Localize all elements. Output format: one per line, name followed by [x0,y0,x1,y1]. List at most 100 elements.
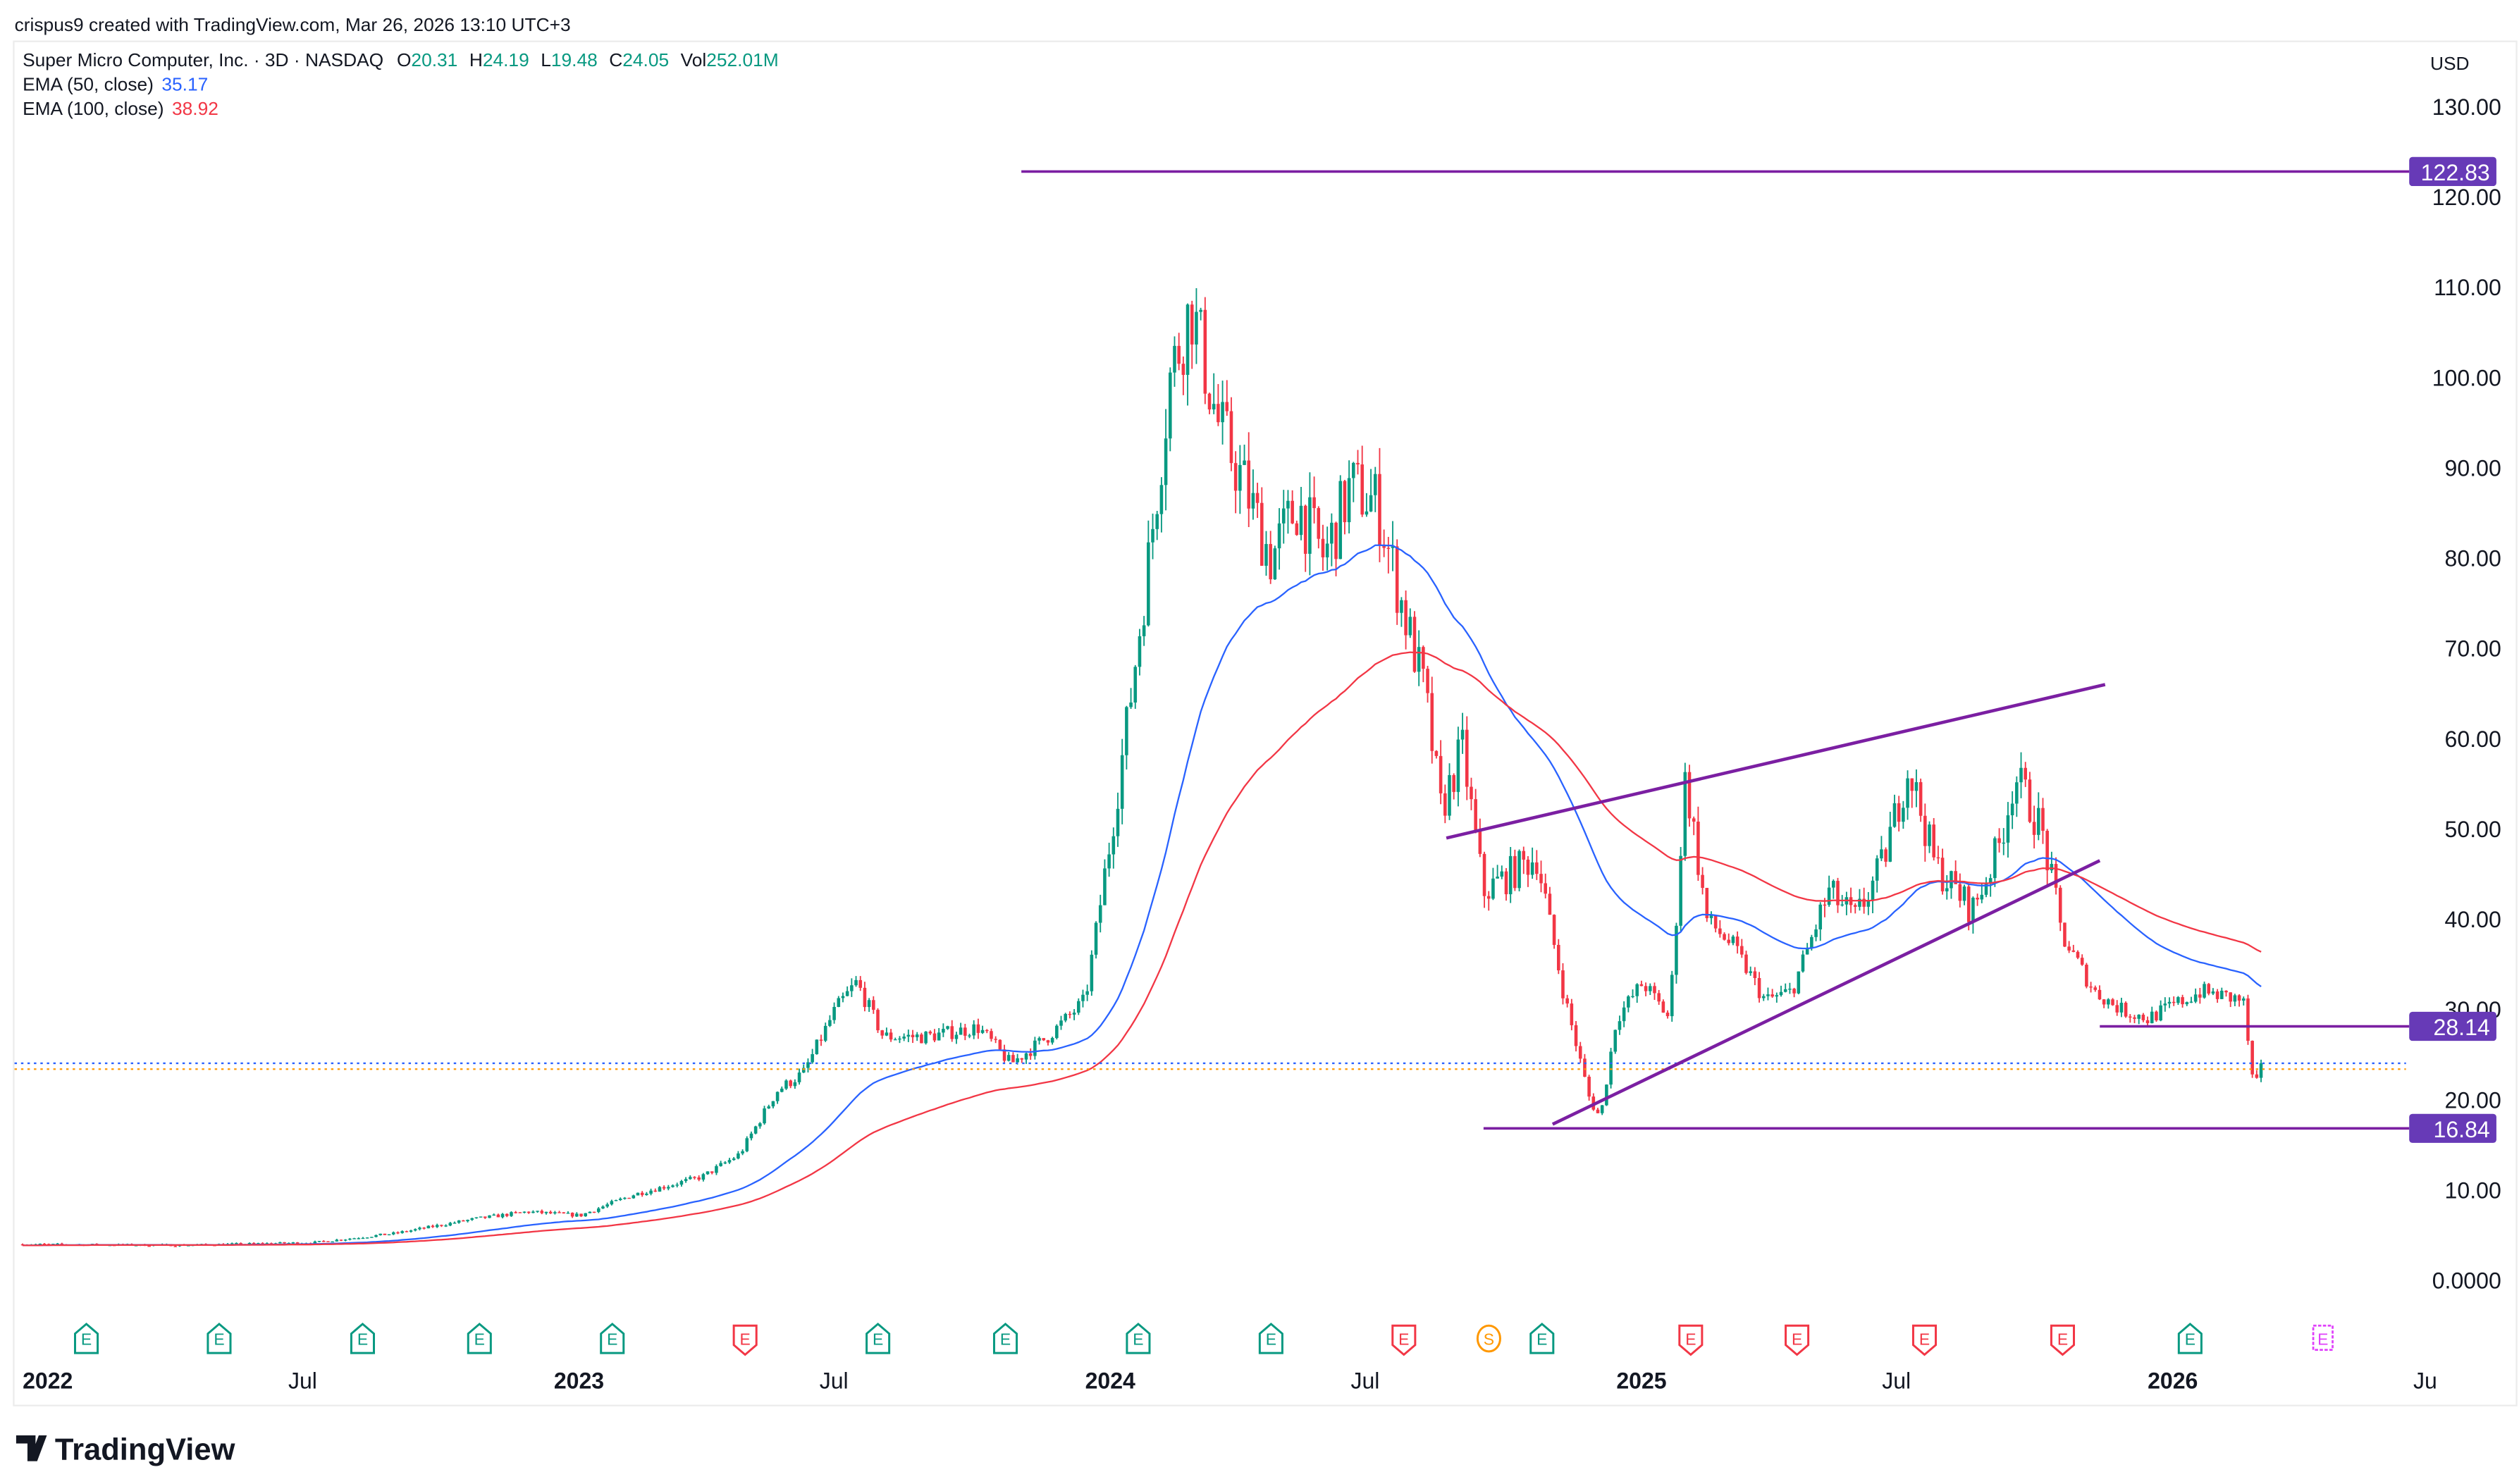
symbol-title[interactable]: Super Micro Computer, Inc. · 3D · NASDAQ [23,49,383,70]
earnings-event-icon[interactable]: E [73,1322,99,1354]
candle-body [1478,830,1482,854]
event-letter: E [1133,1330,1143,1349]
earnings-event-icon[interactable]: E [1126,1322,1151,1354]
earnings-event-icon[interactable]: E [1785,1324,1810,1356]
candle-body [1853,905,1857,907]
event-letter: E [607,1330,617,1349]
candle-body [990,1031,993,1039]
time-axis[interactable]: 2022 Jul 2023 Jul 2024 Jul 2025 Jul 2026 Ju [23,1368,2437,1394]
candle-body [2045,831,2049,871]
candle-body [954,1034,959,1039]
currency-button[interactable]: USD [2417,45,2482,78]
price-axis[interactable]: 0.000010.0020.0030.0040.0050.0060.0070.0… [2409,94,2501,1294]
candle-body [1221,402,1224,423]
candle-body [1649,986,1652,991]
earnings-badge [1678,1324,1704,1356]
earnings-event-icon[interactable]: E [467,1322,492,1354]
candle-body [1565,998,1569,1004]
candle-body [1098,905,1102,923]
candle-body [2032,822,2036,835]
x-tick-label: Jul [1350,1368,1379,1394]
candle-body [1460,729,1465,740]
split-event-icon[interactable]: S [1476,1324,1501,1353]
candle-body [496,1214,500,1218]
candle-body [1740,946,1744,955]
candle-body [2163,1003,2167,1006]
y-tick-label: 20.00 [2445,1087,2501,1113]
candle-body [1081,994,1085,1001]
earnings-event-icon[interactable]: E [866,1322,891,1354]
candle-body [1530,862,1534,875]
svg-text:EMA (100, close)38.92: EMA (100, close) 38.92 [23,98,218,119]
candle-body [1709,915,1713,918]
candle-body [553,1212,557,1213]
candle-body [1958,884,1962,901]
candle-body [946,1026,949,1029]
candle-body [2141,1015,2145,1020]
candle-body [858,979,863,988]
earnings-event-icon[interactable]: E [207,1322,232,1354]
candle-body [431,1225,435,1228]
candle-body [1395,546,1399,613]
candle-body [1993,838,1997,879]
earnings-event-icon[interactable]: E [992,1322,1018,1354]
earnings-event-icon[interactable]: E [1529,1322,1555,1354]
price-plot[interactable] [14,170,2410,1247]
candle-body [1749,971,1752,973]
candle-body [1783,989,1787,992]
candle-body [1552,915,1556,945]
earnings-event-icon[interactable]: E [1678,1324,1704,1356]
wedge-lower-trend-line[interactable] [1551,859,2101,1126]
candle-body [2137,1015,2141,1019]
candle-body [968,1035,971,1037]
candle-body [719,1163,722,1166]
candle-body [1312,497,1316,509]
candle-body [2102,999,2106,1005]
ema50-legend-label[interactable]: EMA (50, close) [23,74,154,95]
candle-body [2124,1003,2128,1017]
close-label: C [609,49,622,70]
candle-body [1016,1058,1019,1063]
candle-body [758,1123,762,1127]
candle-body [841,996,845,998]
ema100-legend-label[interactable]: EMA (100, close) [23,98,164,119]
candle-body [2198,994,2202,998]
candle-body [801,1068,806,1073]
candle-body [2241,998,2246,1001]
candle-body [1539,874,1543,884]
candle-body [1281,508,1286,524]
candle-body [1343,481,1347,523]
candle-body [2215,991,2219,999]
earnings-event-icon[interactable]: E [1258,1322,1283,1354]
candle-body [1037,1038,1041,1041]
chart-frame [13,40,2518,1406]
candle-body [1408,617,1412,636]
earnings-event-icon[interactable]: E [600,1322,625,1354]
candle-body [1779,991,1783,996]
earnings-event-icon[interactable]: E [2177,1322,2203,1354]
candle-body [684,1179,688,1182]
earnings-event-icon[interactable]: E [732,1324,758,1356]
candle-body [2211,991,2215,994]
high-value: 24.19 [483,49,529,70]
candle-body [1028,1053,1033,1056]
earnings-event-icon[interactable]: E [1911,1324,1938,1356]
candle-body [317,1241,321,1242]
earnings-event-icon[interactable]: E [1391,1324,1417,1356]
candle-body [1605,1084,1608,1106]
candle-body [230,1243,234,1244]
wedge-upper-trend-line[interactable] [1446,683,2106,840]
candle-body [2250,1041,2254,1075]
earnings-event-icon[interactable]: E [2050,1324,2075,1356]
candle-body [627,1197,631,1199]
earnings-event-icon[interactable]: E [350,1322,375,1354]
earnings-event-icon[interactable]: E [2312,1324,2334,1351]
candle-body [1517,851,1521,889]
candle-body [932,1033,937,1041]
candle-body [418,1228,421,1230]
candle-body [562,1212,566,1213]
earnings-badge [73,1322,99,1354]
candle-body [2189,1001,2193,1003]
candle-body [457,1220,461,1223]
candle-body [374,1235,378,1237]
